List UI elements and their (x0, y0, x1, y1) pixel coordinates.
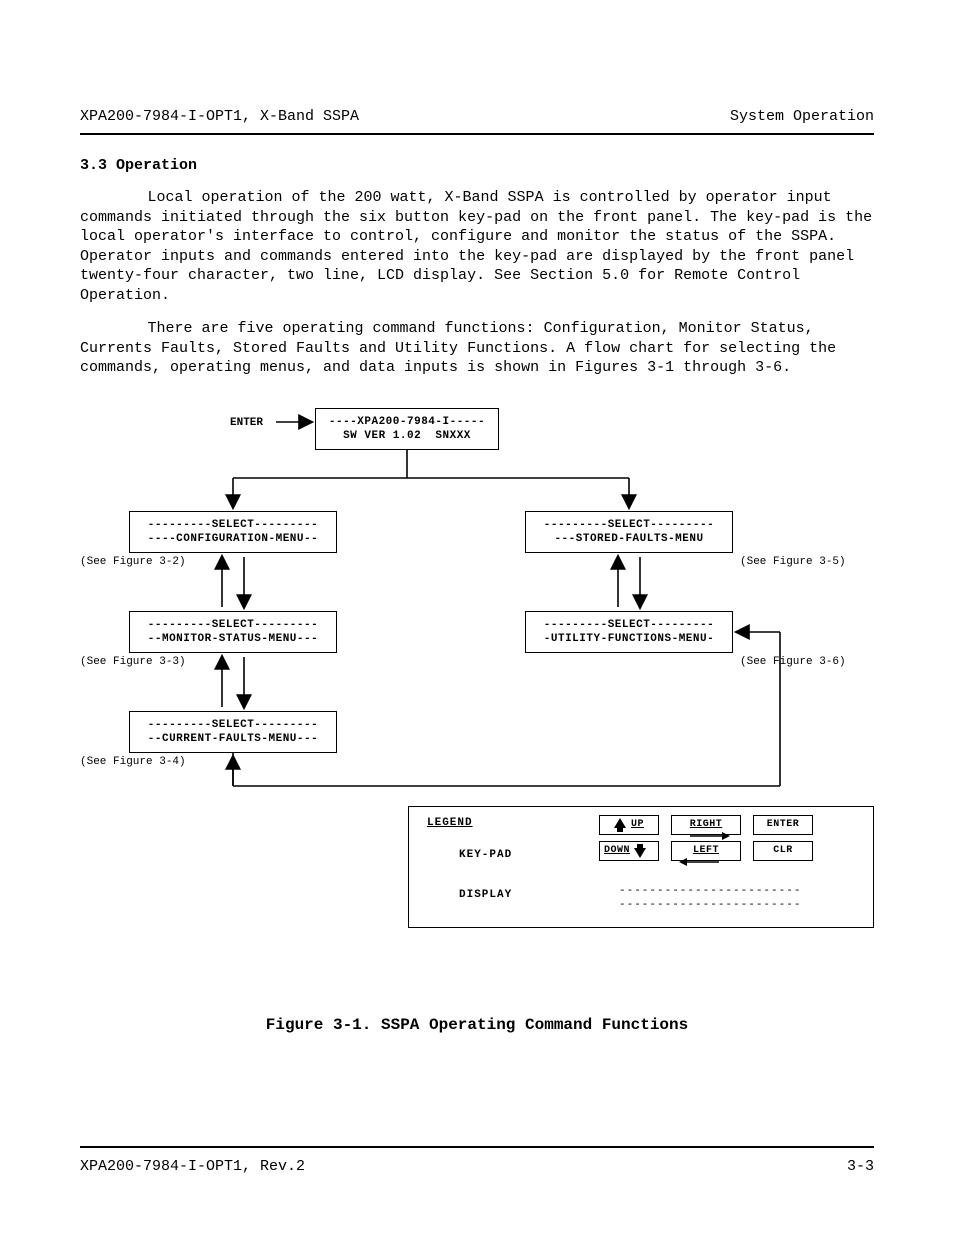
flowchart-arrows (80, 408, 874, 998)
section-title: 3.3 Operation (80, 157, 874, 174)
page: XPA200-7984-I-OPT1, X-Band SSPA System O… (0, 0, 954, 1235)
header-right: System Operation (730, 108, 874, 125)
footer: XPA200-7984-I-OPT1, Rev.2 3-3 (80, 1146, 874, 1175)
paragraph-1: Local operation of the 200 watt, X-Band … (80, 188, 874, 305)
footer-right: 3-3 (847, 1158, 874, 1175)
running-header: XPA200-7984-I-OPT1, X-Band SSPA System O… (80, 108, 874, 125)
header-left: XPA200-7984-I-OPT1, X-Band SSPA (80, 108, 359, 125)
footer-rule (80, 1146, 874, 1148)
header-rule (80, 133, 874, 135)
footer-left: XPA200-7984-I-OPT1, Rev.2 (80, 1158, 305, 1175)
paragraph-2: There are five operating command functio… (80, 319, 874, 378)
figure-caption: Figure 3-1. SSPA Operating Command Funct… (80, 1016, 874, 1034)
flowchart: ENTER ----XPA200-7984-I----- SW VER 1.02… (80, 408, 874, 998)
